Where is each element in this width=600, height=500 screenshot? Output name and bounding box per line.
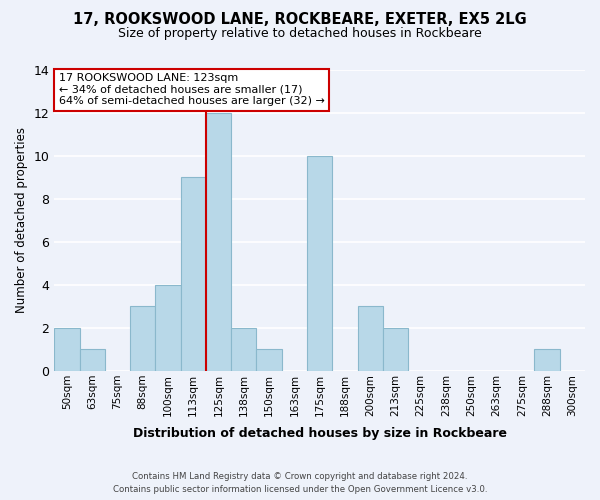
X-axis label: Distribution of detached houses by size in Rockbeare: Distribution of detached houses by size … xyxy=(133,427,506,440)
Text: Contains HM Land Registry data © Crown copyright and database right 2024.
Contai: Contains HM Land Registry data © Crown c… xyxy=(113,472,487,494)
Bar xyxy=(155,285,181,371)
Bar xyxy=(256,350,282,371)
Bar xyxy=(130,306,155,371)
Bar xyxy=(206,113,231,371)
Text: Size of property relative to detached houses in Rockbeare: Size of property relative to detached ho… xyxy=(118,28,482,40)
Bar xyxy=(80,350,105,371)
Bar xyxy=(358,306,383,371)
Bar xyxy=(535,350,560,371)
Bar xyxy=(231,328,256,371)
Bar xyxy=(383,328,408,371)
Bar xyxy=(307,156,332,371)
Bar xyxy=(181,178,206,371)
Text: 17 ROOKSWOOD LANE: 123sqm
← 34% of detached houses are smaller (17)
64% of semi-: 17 ROOKSWOOD LANE: 123sqm ← 34% of detac… xyxy=(59,73,325,106)
Bar xyxy=(54,328,80,371)
Y-axis label: Number of detached properties: Number of detached properties xyxy=(15,128,28,314)
Text: 17, ROOKSWOOD LANE, ROCKBEARE, EXETER, EX5 2LG: 17, ROOKSWOOD LANE, ROCKBEARE, EXETER, E… xyxy=(73,12,527,28)
